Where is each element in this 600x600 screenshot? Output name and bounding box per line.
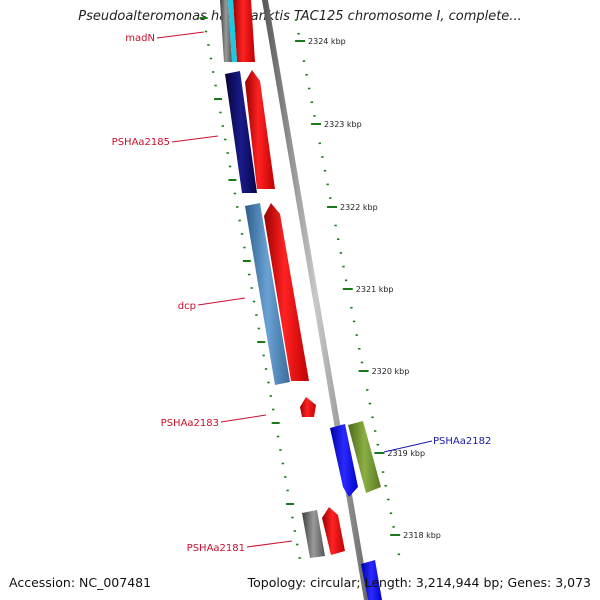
gene-bottom-blue[interactable] (361, 560, 382, 600)
gene-label-PSHAa2183[interactable]: PSHAa2183 (161, 418, 219, 429)
gene-madN-cyan[interactable] (228, 0, 237, 62)
label-leader-PSHAa2183 (220, 414, 267, 423)
gene-label-madN[interactable]: madN (125, 33, 155, 44)
gene-label-dcp[interactable]: dcp (178, 301, 196, 312)
forward-genes (233, 0, 382, 600)
ruler-tick-label: 2323 kbp (324, 120, 362, 129)
gene-PSHAa2185-navy[interactable] (225, 71, 257, 193)
gene-PSHAa2183-red[interactable] (300, 397, 316, 417)
label-leader-PSHAa2182 (383, 440, 433, 453)
map-title: Pseudoalteromonas haloplanktis TAC125 ch… (78, 9, 522, 24)
ruler-tick-label: 2322 kbp (340, 203, 378, 212)
ruler-tick-label: 2321 kbp (356, 285, 394, 294)
label-leader-PSHAa2181 (246, 540, 293, 548)
ruler-tick-label: 2318 kbp (403, 531, 441, 540)
inner-ruler (199, 17, 301, 559)
gene-madN-red[interactable] (233, 0, 255, 62)
outer-ruler (294, 19, 401, 556)
ruler-tick-label: 2324 kbp (308, 37, 346, 46)
gene-PSHAa2185-red[interactable] (245, 70, 275, 189)
gene-dcp-steelblue[interactable] (245, 203, 290, 385)
gene-PSHAa2182-blue[interactable] (330, 424, 358, 497)
accession-text: Accession: NC_007481 (9, 575, 152, 590)
ruler-tick-label: 2320 kbp (372, 367, 410, 376)
gene-PSHAa2181-gray[interactable] (302, 510, 325, 558)
topology-text: Topology: circular; Length: 3,214,944 bp… (247, 575, 591, 590)
gene-label-PSHAa2182[interactable]: PSHAa2182 (433, 436, 491, 447)
gene-PSHAa2182-olive[interactable] (348, 421, 381, 493)
reverse-genes (220, 0, 358, 558)
gene-dcp-red[interactable] (264, 203, 309, 381)
label-leader-madN (156, 31, 205, 39)
ruler-labels: 2324 kbp 2323 kbp 2322 kbp 2321 kbp 2320 kbp… (308, 37, 441, 540)
ruler-tick-label: 2319 kbp (387, 449, 425, 458)
gene-label-PSHAa2185[interactable]: PSHAa2185 (112, 137, 170, 148)
gene-labels: madN PSHAa2185 dcp PSHAa2183 PSHAa2182 P… (112, 31, 491, 554)
label-leader-dcp (197, 297, 246, 306)
gene-label-PSHAa2181[interactable]: PSHAa2181 (187, 543, 245, 554)
gene-PSHAa2181-red[interactable] (322, 507, 345, 555)
label-leader-PSHAa2185 (171, 135, 219, 143)
